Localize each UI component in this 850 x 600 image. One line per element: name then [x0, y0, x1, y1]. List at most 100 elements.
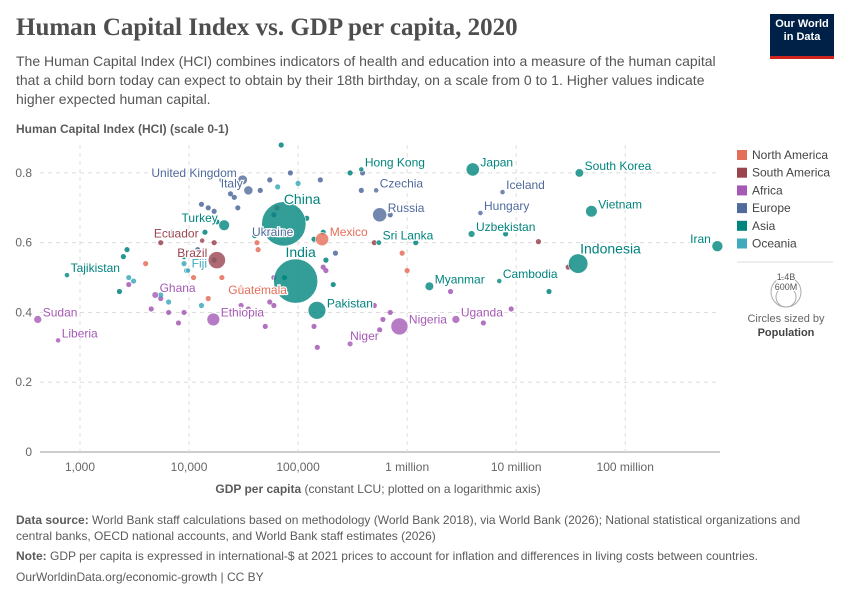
point-label: Czechia — [380, 176, 424, 190]
data-point — [158, 240, 164, 246]
legend-item-oceania[interactable]: Oceania — [737, 237, 797, 251]
data-point — [267, 177, 273, 183]
x-tick-label: 1 million — [385, 460, 429, 474]
data-point-pakistan — [307, 301, 327, 320]
data-point — [387, 212, 393, 218]
data-point — [262, 323, 268, 330]
owid-logo[interactable]: Our World in Data — [770, 14, 834, 59]
data-point — [295, 180, 301, 186]
data-point — [211, 240, 217, 246]
point-label: Ethiopia — [221, 305, 265, 319]
legend-item-asia[interactable]: Asia — [737, 219, 776, 233]
data-point-japan — [465, 162, 480, 177]
data-point-south-korea — [574, 168, 584, 178]
legend-label: Asia — [752, 219, 776, 233]
point-label: Italy — [221, 176, 243, 190]
data-point — [404, 267, 410, 274]
legend-swatch — [737, 220, 747, 231]
data-point-myanmar — [424, 281, 435, 291]
data-point — [508, 306, 514, 312]
data-point-united-kingdom — [237, 174, 248, 186]
point-label: Uzbekistan — [476, 220, 535, 234]
legend-swatch — [737, 238, 747, 249]
legend-swatch — [737, 167, 747, 178]
point-label: Russia — [388, 201, 425, 215]
point-label: Niger — [350, 329, 379, 343]
y-tick-label: 0 — [25, 445, 32, 459]
data-point — [205, 295, 211, 302]
legend-label: Europe — [752, 201, 791, 215]
x-axis-label-bold: GDP per capita — [215, 482, 301, 496]
data-point — [480, 320, 486, 326]
data-point — [195, 247, 201, 253]
data-point — [413, 240, 419, 246]
data-point — [214, 219, 220, 225]
legend-label: Oceania — [752, 237, 797, 251]
data-point — [238, 302, 244, 309]
data-point — [287, 170, 293, 176]
legend-label: South America — [752, 166, 830, 180]
data-point — [323, 257, 329, 263]
legend-swatch — [737, 185, 747, 196]
data-point — [231, 194, 237, 200]
point-label: Pakistan — [327, 296, 373, 310]
y-axis-label: Human Capital Index (HCI) (scale 0-1) — [16, 122, 229, 136]
data-point-uzbekistan — [467, 230, 476, 238]
point-label: Liberia — [62, 326, 98, 340]
legend-label: North America — [752, 148, 828, 162]
data-point-ghana — [151, 291, 159, 299]
data-point-ecuador — [199, 237, 206, 244]
data-point — [371, 240, 377, 246]
data-point — [535, 239, 542, 245]
data-point-ukraine — [266, 228, 275, 237]
point-label: Guatemala — [228, 283, 287, 297]
data-point-fiji — [185, 267, 191, 274]
data-point-iceland — [499, 189, 506, 195]
x-tick-label: 1,000 — [65, 460, 95, 474]
data-point-italy — [243, 185, 254, 196]
point-label: Cambodia — [503, 267, 558, 281]
point-label: Nigeria — [409, 312, 447, 326]
point-label: Brazil — [177, 246, 207, 260]
data-point — [380, 316, 386, 323]
data-point-cambodia — [496, 278, 503, 284]
data-point-iran — [711, 240, 724, 252]
data-point-nigeria — [390, 317, 409, 336]
data-point — [332, 250, 339, 256]
data-point — [252, 233, 258, 239]
data-point — [235, 205, 241, 211]
data-point — [130, 278, 137, 284]
legend-swatch — [737, 203, 747, 214]
data-point-sri-lanka — [375, 239, 382, 246]
point-label: Sudan — [43, 305, 78, 319]
data-point — [181, 261, 187, 267]
data-point-liberia — [55, 337, 62, 344]
data-point-ethiopia — [206, 312, 221, 327]
data-point — [503, 231, 509, 237]
size-legend-large-label: 1.4B — [777, 272, 796, 282]
legend-item-north-america[interactable]: North America — [737, 148, 828, 162]
data-point — [219, 274, 225, 281]
data-point — [254, 240, 260, 246]
data-point — [181, 309, 187, 316]
point-label: Turkey — [182, 211, 218, 225]
data-point — [314, 344, 320, 350]
data-point-vietnam — [585, 205, 598, 218]
data-point — [267, 299, 273, 305]
legend-item-africa[interactable]: Africa — [737, 183, 783, 197]
legend-item-europe[interactable]: Europe — [737, 201, 791, 215]
point-label: Indonesia — [580, 241, 641, 257]
y-tick-label: 0.4 — [15, 305, 32, 319]
note-text: GDP per capita is expressed in internati… — [46, 549, 758, 563]
x-axis-label-rest: (constant LCU; plotted on a logarithmic … — [301, 482, 540, 496]
owid-logo-text: Our World in Data — [775, 18, 829, 43]
source-url[interactable]: OurWorldinData.org/economic-growth | CC … — [16, 570, 264, 584]
data-point — [257, 187, 263, 193]
chart-title: Human Capital Index vs. GDP per capita, … — [16, 14, 518, 41]
legend-item-south-america[interactable]: South America — [737, 166, 830, 180]
data-point — [124, 247, 130, 253]
point-label: Uganda — [461, 305, 503, 319]
y-tick-label: 0.6 — [15, 236, 32, 250]
